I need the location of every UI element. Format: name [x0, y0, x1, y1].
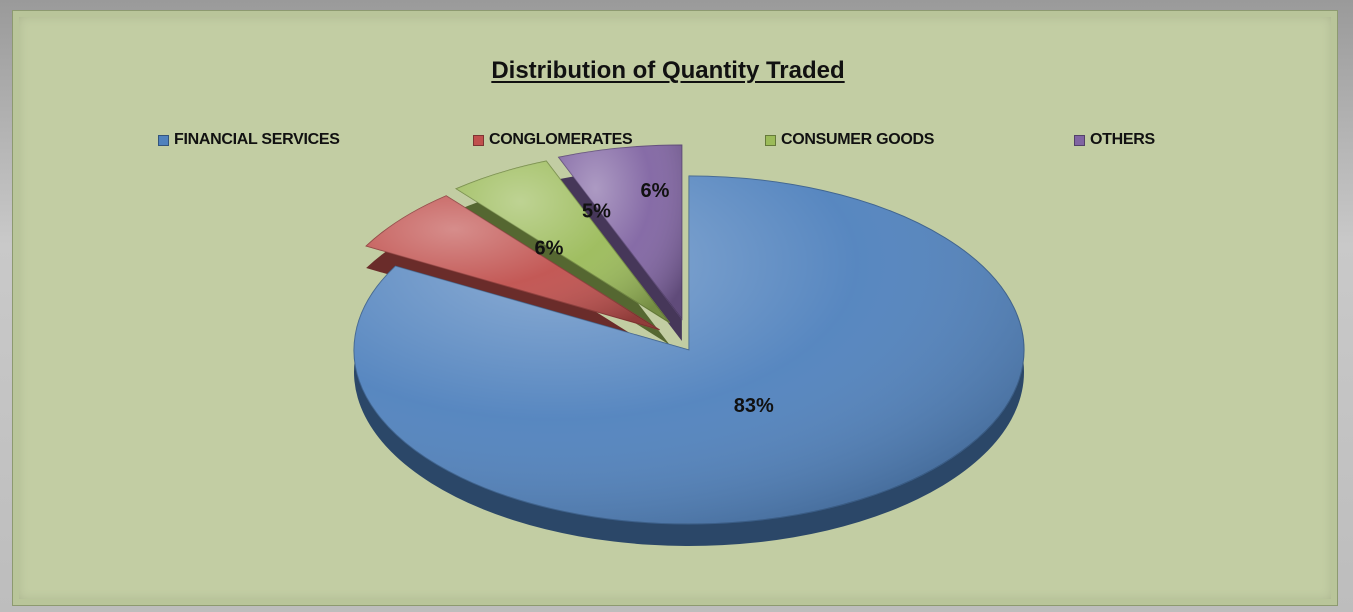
pie-chart: 83% 6% 5% 6%: [353, 144, 1025, 547]
pie-slice-highlight-others: [558, 144, 682, 319]
legend-label: FINANCIAL SERVICES: [174, 131, 340, 148]
pie-slice-highlight-conglomerates: [366, 195, 660, 330]
legend-item-consumer-goods: CONSUMER GOODS: [765, 131, 934, 149]
legend-swatch-consumer-goods: [765, 134, 776, 146]
data-label-financial-services: 83%: [734, 395, 774, 417]
data-label-consumer-goods: 5%: [582, 200, 611, 222]
legend-label: CONSUMER GOODS: [781, 131, 935, 148]
pie-slice-highlight-consumer-goods: [456, 161, 670, 323]
legend-label: OTHERS: [1090, 131, 1155, 148]
chart-title: Distribution of Quantity Traded: [491, 57, 845, 84]
pie-slice-highlight-financial-services: [353, 176, 1024, 524]
legend-swatch-financial-services: [158, 134, 169, 146]
legend-item-financial-services: FINANCIAL SERVICES: [158, 131, 340, 149]
legend-item-conglomerates: CONGLOMERATES: [473, 131, 633, 149]
chart-legend: FINANCIAL SERVICES CONGLOMERATES CONSUME…: [13, 131, 1323, 155]
legend-swatch-conglomerates: [473, 134, 484, 146]
legend-label: CONGLOMERATES: [489, 131, 633, 148]
data-label-others: 6%: [640, 180, 669, 202]
chart-area: Distribution of Quantity Traded FINANCIA…: [12, 10, 1338, 606]
data-label-conglomerates: 6%: [535, 238, 564, 260]
legend-swatch-others: [1074, 134, 1085, 146]
legend-item-others: OTHERS: [1074, 131, 1155, 149]
